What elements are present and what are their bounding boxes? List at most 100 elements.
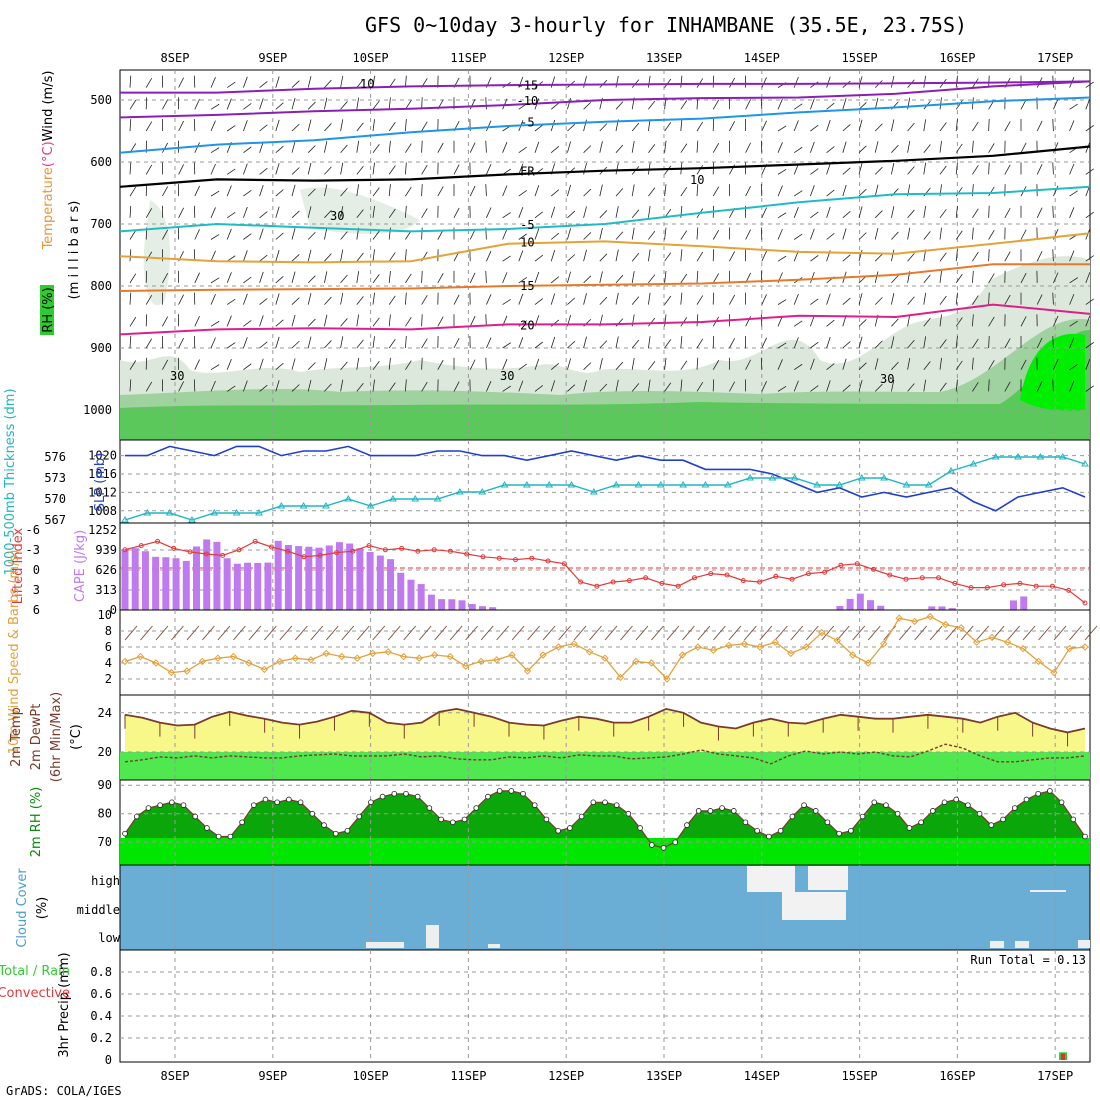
wind-barb — [972, 295, 979, 305]
cape-bar — [213, 541, 221, 610]
cloud-axis-label: Cloud Cover — [15, 868, 30, 948]
wind-barb — [210, 277, 220, 284]
wind-barb — [550, 119, 556, 132]
surface-wind-barb — [124, 625, 138, 641]
wind-barb — [793, 146, 803, 154]
wind-barb — [761, 294, 767, 305]
wind-barb — [485, 97, 487, 110]
li-marker — [561, 561, 567, 567]
wind-barb — [340, 361, 348, 370]
wind-barb — [826, 76, 831, 88]
wind-barb — [372, 119, 375, 132]
wind-barb — [372, 317, 380, 327]
isotherm-label: -10 — [517, 94, 539, 108]
wind-barb — [680, 186, 688, 197]
wind-barb — [891, 75, 895, 88]
wind-barb — [761, 207, 767, 218]
wind-barb — [696, 338, 704, 349]
wind-barb — [307, 119, 312, 132]
wind-barb — [145, 338, 153, 349]
cape-bar — [172, 558, 180, 610]
wind-barb — [583, 249, 587, 262]
rh-marker — [543, 816, 550, 823]
rh-marker — [227, 833, 234, 840]
wind-barb — [858, 249, 863, 262]
wind-barb — [599, 227, 603, 240]
cloud-level-label: low — [98, 931, 120, 945]
precip-tick-label: 0.6 — [90, 987, 112, 1001]
li-marker — [724, 572, 730, 578]
wind-barb — [405, 249, 407, 262]
bottom-day-label: 14SEP — [744, 1069, 780, 1083]
wind-speed-marker — [152, 659, 160, 667]
cape-bar — [346, 543, 354, 610]
wind-barb — [162, 359, 169, 370]
wind-speed-marker — [1065, 644, 1074, 653]
surface-wind-barb — [728, 625, 742, 641]
wind-barb — [421, 381, 428, 392]
wind-barb — [259, 298, 268, 305]
surface-wind-barb — [1053, 625, 1067, 641]
li-marker — [203, 551, 209, 557]
wind-barb — [858, 188, 867, 197]
bottom-day-label: 11SEP — [450, 1069, 486, 1083]
wind-barb — [826, 163, 831, 175]
wind-barb — [129, 75, 132, 88]
wind-barb — [291, 184, 296, 197]
wind-barb — [907, 209, 915, 219]
li-marker — [301, 554, 307, 560]
wind-barb — [631, 184, 635, 197]
wind-barb — [583, 145, 592, 153]
surface-wind-barb — [372, 625, 386, 641]
wind-barb — [1020, 359, 1027, 370]
wind-barb — [858, 145, 867, 153]
wind-barb — [226, 255, 236, 262]
wind-barb — [469, 229, 476, 240]
wind-speed-marker — [260, 665, 269, 674]
surface-wind-barb — [418, 625, 432, 641]
wind-barb — [891, 249, 895, 262]
wind-barb — [1085, 342, 1094, 349]
wind-barb — [259, 124, 268, 132]
wind-barb — [502, 212, 511, 219]
wind-barb — [307, 206, 312, 218]
wind-speed-marker — [725, 641, 733, 650]
wind-barb — [615, 292, 619, 305]
rh-contour-label: 10 — [360, 77, 374, 91]
wind-barb — [923, 274, 931, 284]
wind-barb — [129, 249, 132, 262]
wind-barb — [874, 340, 883, 349]
wind-barb — [275, 206, 280, 218]
wind-barb — [437, 186, 444, 197]
cape-bar — [387, 559, 395, 610]
wind-barb — [275, 163, 280, 175]
isotherm-line — [119, 185, 1091, 233]
rh-marker — [730, 808, 737, 814]
wind-barb — [745, 185, 751, 197]
wind-barb — [826, 336, 831, 349]
surface-wind-barb — [682, 625, 695, 641]
wind-barb — [129, 230, 137, 240]
wind-barb — [324, 253, 332, 262]
rh-marker — [344, 827, 351, 834]
wind-barb — [1052, 379, 1054, 392]
li-tick-label: 3 — [33, 583, 40, 597]
wind-barb — [891, 231, 899, 240]
wind-barb — [275, 362, 284, 371]
wind-barb — [615, 336, 619, 349]
wind-barb — [518, 250, 524, 262]
wind-speed-marker — [849, 651, 857, 659]
wind-barb — [761, 77, 767, 88]
wind-barb — [874, 383, 883, 392]
wind-barb — [259, 358, 264, 370]
wind-speed-marker — [508, 651, 516, 659]
wind-barb — [194, 98, 200, 110]
wind-barb — [1053, 185, 1059, 197]
wind-barb — [810, 255, 819, 262]
li-marker — [513, 557, 519, 563]
wind-speed-marker — [787, 649, 795, 658]
wind-barb — [518, 293, 524, 305]
li-marker — [691, 575, 697, 581]
wind-barb — [810, 228, 815, 240]
wind-barb — [599, 296, 608, 305]
